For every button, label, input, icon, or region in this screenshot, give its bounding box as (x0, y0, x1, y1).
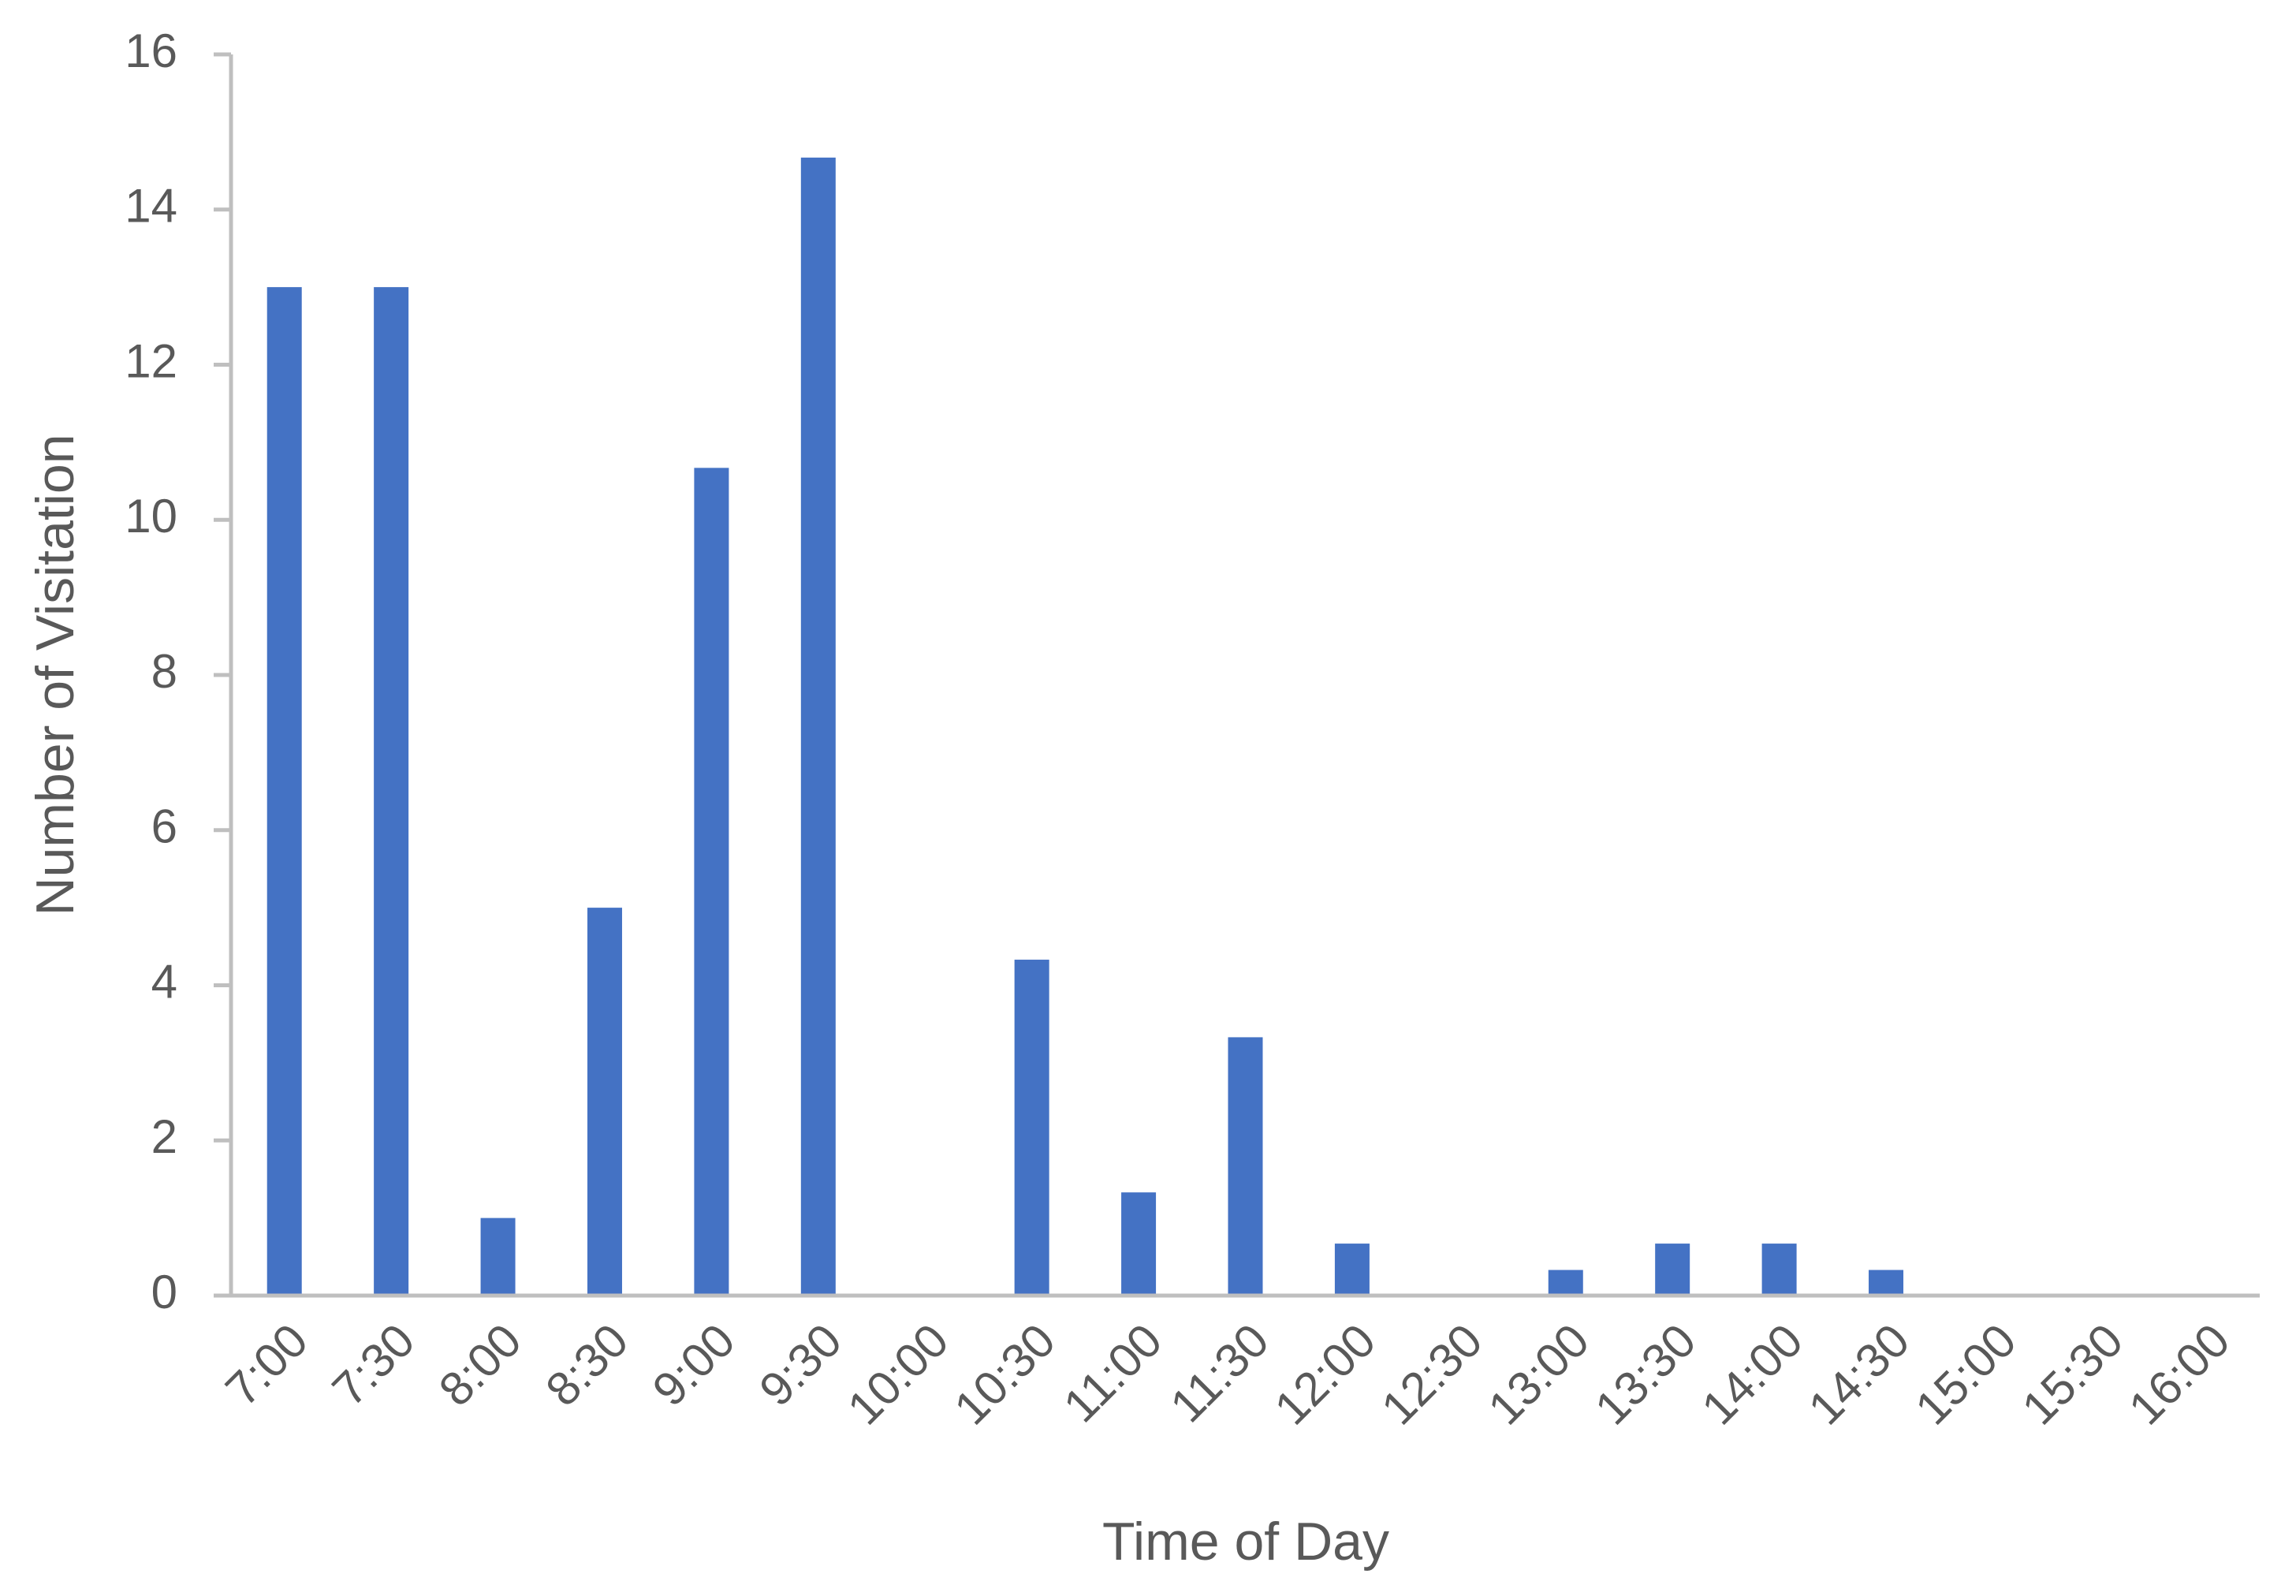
y-tick-label: 16 (125, 24, 177, 77)
bar (1334, 1244, 1370, 1296)
x-tick-label: 14:30 (1798, 1314, 1920, 1435)
bar (1121, 1192, 1157, 1296)
y-tick-label: 6 (151, 800, 177, 853)
x-tick-label: 13:30 (1585, 1314, 1706, 1435)
x-tick-label: 11:00 (1053, 1314, 1172, 1432)
x-tick-label: 7:00 (215, 1314, 318, 1416)
x-tick-label: 16:00 (2119, 1314, 2240, 1435)
bar (1655, 1244, 1690, 1296)
x-tick-label: 10:30 (945, 1314, 1066, 1435)
bar (800, 157, 836, 1296)
y-tick-label: 10 (125, 490, 177, 543)
y-tick-label: 12 (125, 334, 177, 387)
x-tick-label: 13:00 (1478, 1314, 1600, 1435)
x-axis-title: Time of Day (1102, 1512, 1389, 1572)
y-tick-label: 4 (151, 955, 177, 1008)
bar (1548, 1270, 1583, 1296)
y-axis-title: Number of Visitation (25, 434, 85, 915)
y-tick-label: 0 (151, 1266, 177, 1318)
x-tick-label: 14:00 (1691, 1314, 1813, 1435)
bar (694, 468, 729, 1296)
x-tick-label: 15:00 (1905, 1314, 2026, 1435)
bar (587, 908, 622, 1296)
x-tick-label: 10:00 (837, 1314, 959, 1435)
bar (374, 287, 409, 1296)
x-tick-label: 9:30 (749, 1314, 852, 1416)
bar (1869, 1270, 1904, 1296)
bar (480, 1218, 516, 1296)
x-tick-label: 9:00 (643, 1314, 745, 1416)
x-tick-label: 7:30 (322, 1314, 425, 1416)
y-tick-label: 8 (151, 645, 177, 698)
x-tick-label: 15:30 (2012, 1314, 2134, 1435)
x-tick-label: 8:00 (429, 1314, 531, 1416)
y-tick-label: 14 (125, 180, 177, 233)
x-tick-label: 8:30 (535, 1314, 638, 1416)
bar (1014, 960, 1049, 1296)
bar (1228, 1037, 1263, 1296)
x-tick-label: 12:00 (1265, 1314, 1386, 1435)
x-tick-label: 12:30 (1371, 1314, 1493, 1435)
y-tick-label: 2 (151, 1110, 177, 1163)
bar (266, 287, 302, 1296)
x-tick-label: 11:30 (1160, 1314, 1278, 1432)
bar (1761, 1244, 1797, 1296)
